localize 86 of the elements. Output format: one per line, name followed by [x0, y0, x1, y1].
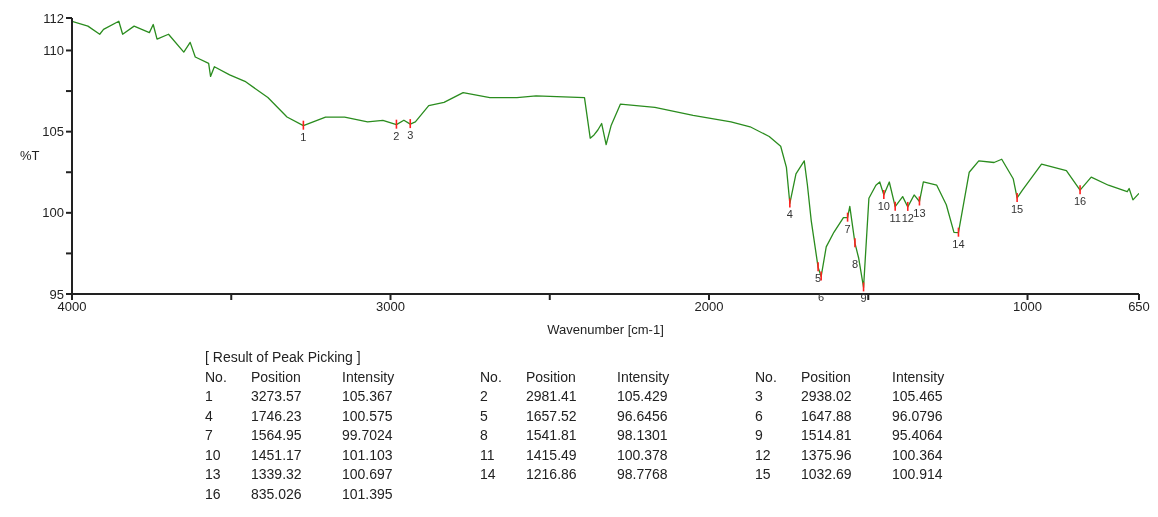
text: 1216.86: [526, 465, 577, 484]
text: 1339.32: [251, 465, 302, 484]
text: 105.429: [617, 387, 668, 406]
text: 1375.96: [801, 445, 852, 465]
annotation: 9: [860, 292, 867, 305]
text: 1514.81: [801, 426, 852, 445]
y-tick-label: 112: [43, 10, 64, 26]
annotation: 4: [786, 208, 793, 221]
text: [ Result of Peak Picking ]: [205, 348, 362, 367]
annotation: 14: [952, 237, 965, 250]
text: 101.395: [342, 484, 393, 504]
x-tick-label: 4000: [57, 299, 87, 315]
text: 100.378: [617, 445, 668, 465]
text: 12: [755, 445, 771, 465]
text: 5: [480, 406, 488, 426]
annotation: 13: [913, 206, 926, 219]
text: 96.6456: [617, 406, 668, 426]
x-tick-label: 650: [1128, 299, 1150, 315]
text: 1647.88: [801, 406, 852, 426]
text: 101.103: [342, 445, 393, 465]
text: 105.465: [892, 387, 943, 406]
text: 2981.41: [526, 387, 577, 406]
text: 1564.95: [251, 426, 302, 445]
text: 15: [755, 465, 771, 484]
text: No.: [480, 367, 502, 387]
text: 14: [480, 465, 496, 484]
text: Intensity: [617, 367, 670, 387]
text: 100.575: [342, 406, 393, 426]
text: 16: [205, 484, 221, 504]
text: No.: [755, 367, 777, 387]
text: 9: [755, 426, 763, 445]
annotation: 5: [815, 272, 822, 285]
annotation: 16: [1073, 195, 1087, 208]
text: 11: [480, 445, 495, 465]
annotation: 3: [407, 129, 414, 142]
text: 6: [755, 406, 763, 426]
y-tick-label: 105: [42, 124, 64, 140]
text: 96.0796: [892, 406, 943, 426]
text: 105.367: [342, 387, 393, 406]
text: 3: [755, 387, 763, 406]
text: Intensity: [892, 367, 945, 387]
text: 2938.02: [801, 387, 852, 406]
y-tick-label: 100: [42, 205, 64, 221]
text: 99.7024: [342, 426, 393, 445]
text: 1657.52: [526, 406, 577, 426]
text: 13: [205, 465, 221, 484]
text: 100.364: [892, 445, 943, 465]
text: 1451.17: [251, 445, 302, 465]
text: 98.7768: [617, 465, 668, 484]
text: 1032.69: [801, 465, 852, 484]
text: No.: [205, 367, 227, 387]
annotation: 15: [1010, 202, 1024, 215]
text: 1541.81: [526, 426, 577, 445]
x-tick-label: 3000: [376, 299, 405, 315]
text: 2: [480, 387, 488, 406]
text: 10: [205, 445, 221, 465]
text: 1: [205, 387, 213, 406]
text: 1415.49: [526, 445, 577, 465]
annotation: 1: [300, 130, 307, 143]
text: 8: [480, 426, 488, 445]
text: 4: [205, 406, 213, 426]
annotation: 10: [877, 199, 890, 212]
text: Position: [526, 367, 576, 387]
annotation: 7: [844, 222, 851, 235]
text: 3273.57: [251, 387, 302, 406]
annotation: 11: [889, 211, 901, 224]
y-tick-label: 95: [49, 286, 64, 302]
x-tick-label: 2000: [694, 299, 724, 315]
x-tick-label: 1000: [1013, 299, 1042, 315]
text: Intensity: [342, 367, 395, 387]
x-axis-title: Wavenumber [cm-1]: [547, 322, 664, 337]
text: 98.1301: [617, 426, 668, 445]
text: 95.4064: [892, 426, 943, 445]
annotation: 6: [818, 291, 825, 304]
y-axis-title: %T: [20, 148, 40, 163]
annotation: 12: [901, 211, 914, 224]
text: Position: [801, 367, 851, 387]
text: 7: [205, 426, 213, 445]
text: 100.914: [892, 465, 943, 484]
text: 1746.23: [251, 406, 302, 426]
text: 100.697: [342, 465, 393, 484]
text: 835.026: [251, 484, 302, 504]
y-tick-label: 110: [43, 43, 64, 59]
text: Position: [251, 367, 301, 387]
annotation: 8: [851, 258, 859, 271]
annotation: 2: [393, 129, 400, 142]
